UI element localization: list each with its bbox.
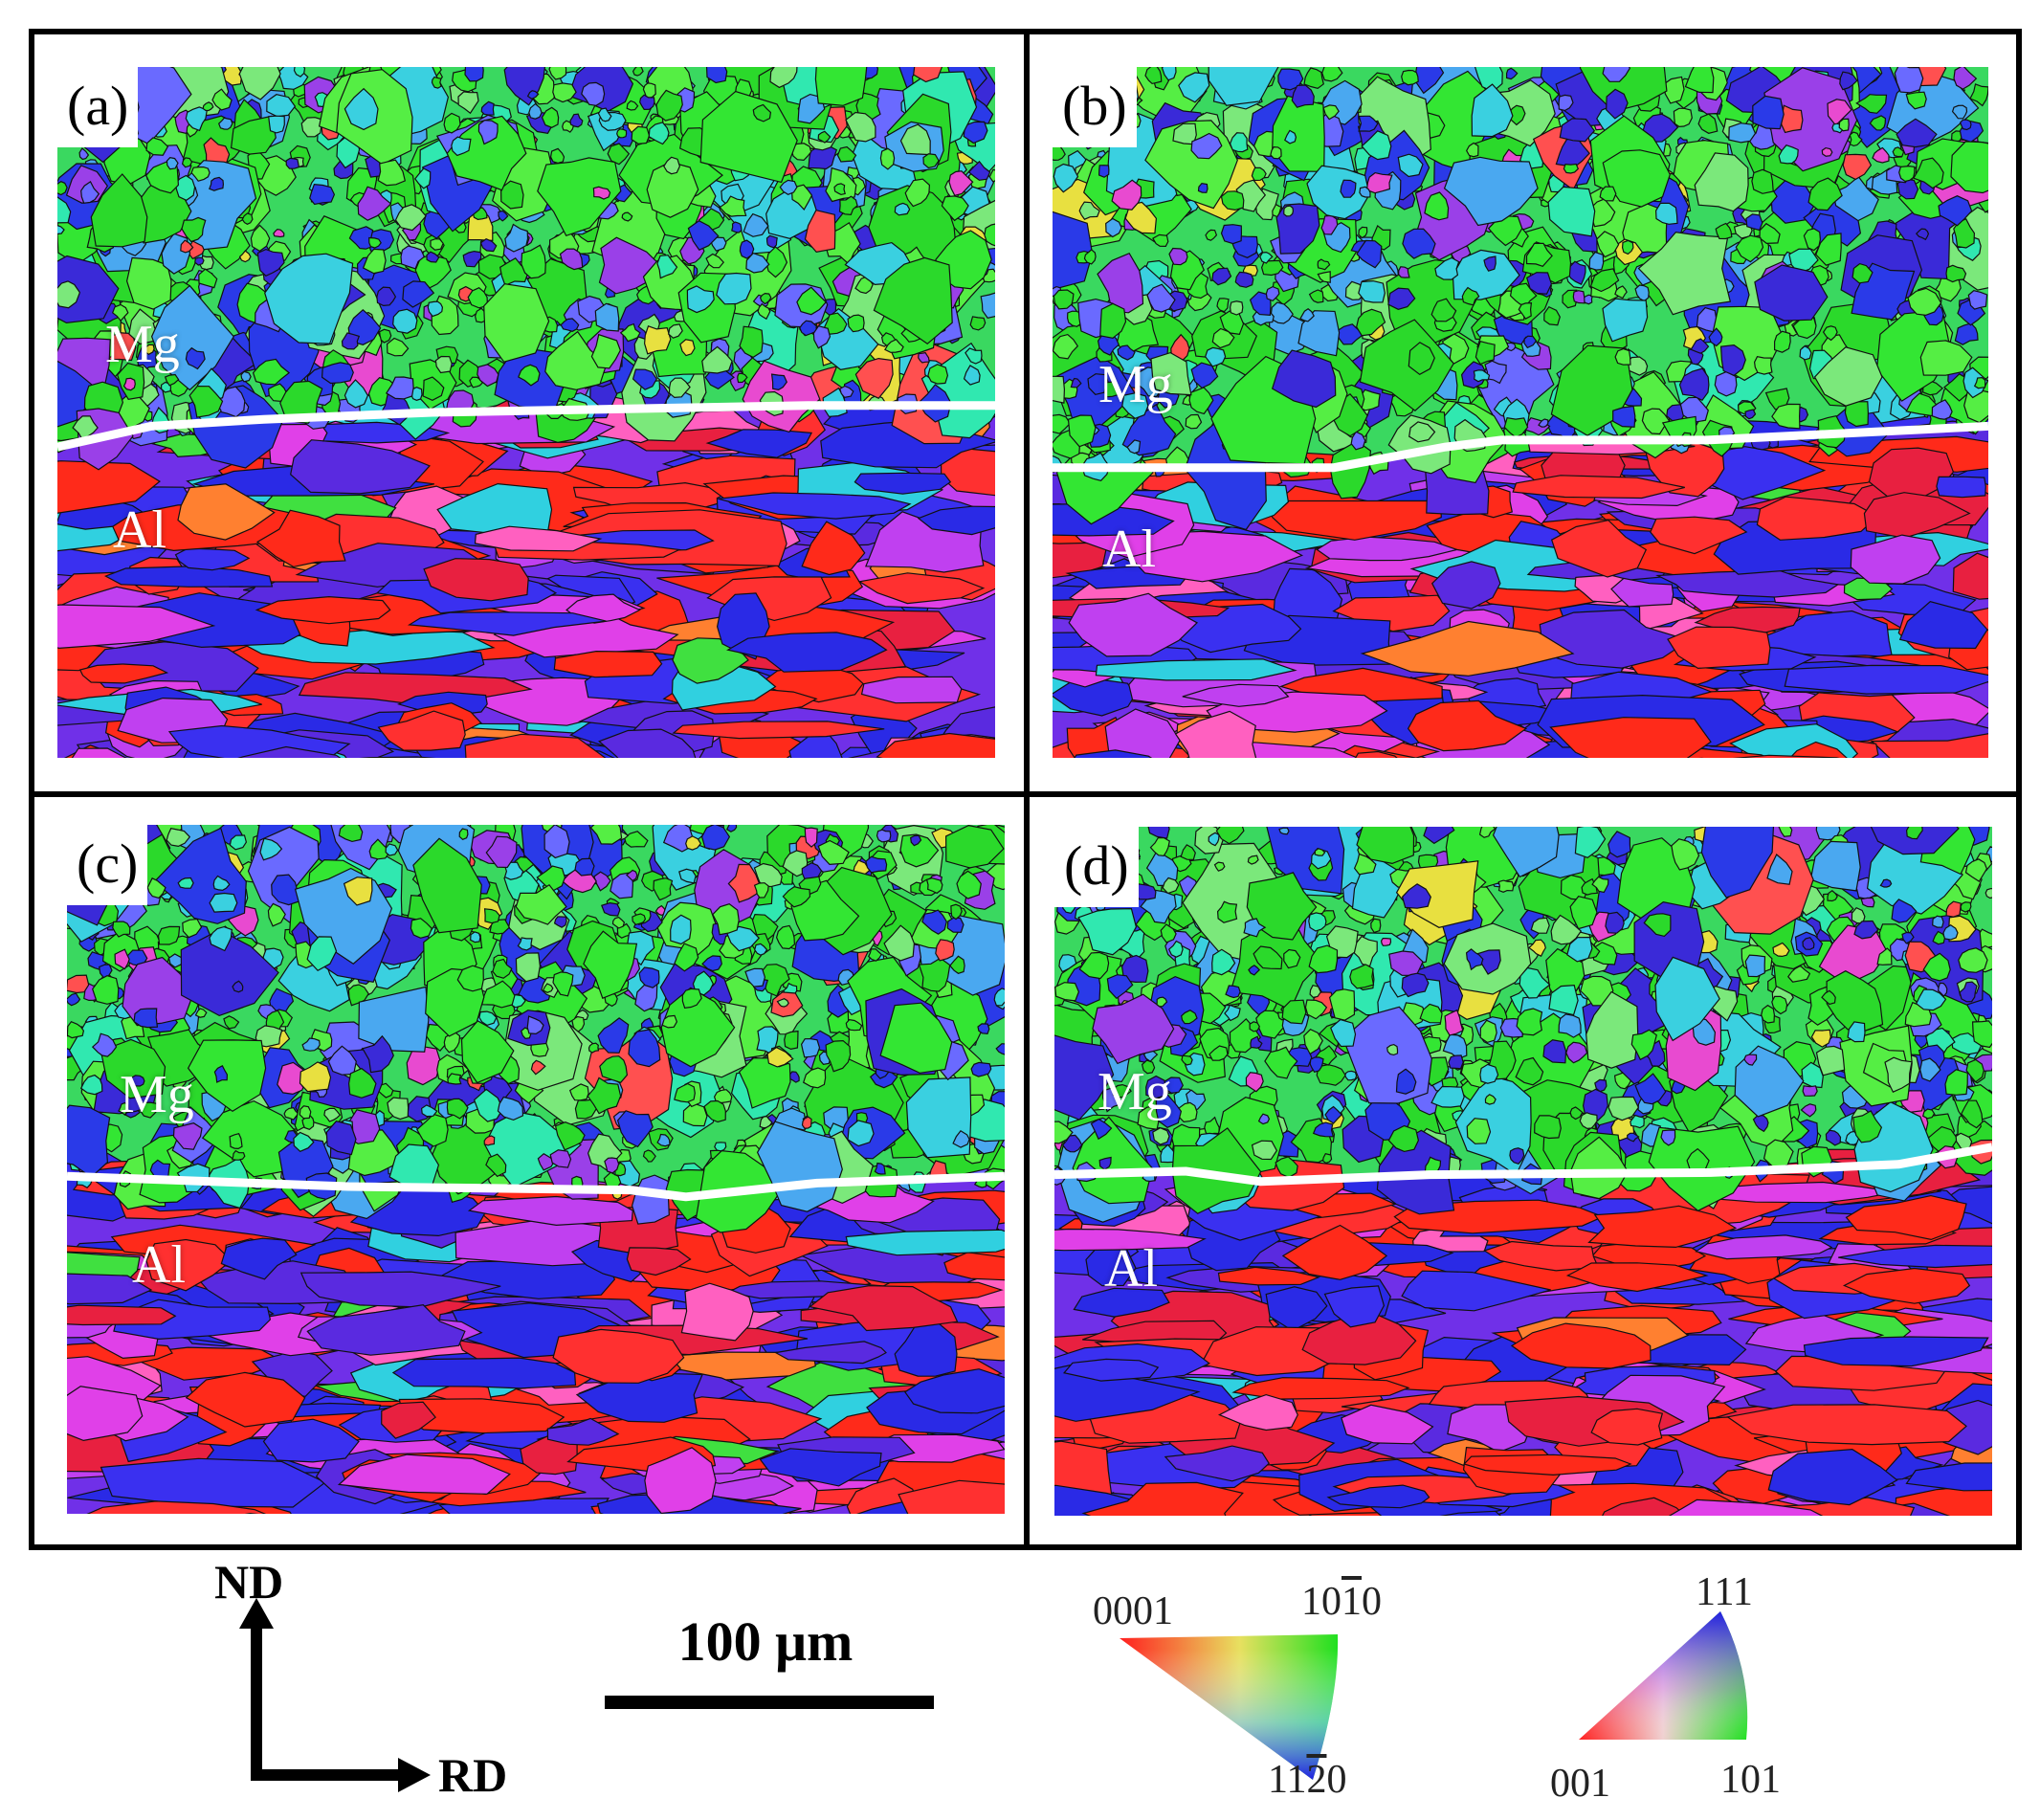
axes-indicator: ND RD: [191, 1555, 536, 1810]
phase-label-al-c: Al: [132, 1235, 186, 1295]
ipf-legend-hcp: 0001 1010 1120: [1093, 1579, 1407, 1809]
nd-label: ND: [214, 1555, 284, 1609]
phase-label-al-d: Al: [1104, 1239, 1158, 1298]
ebsd-map-d: [1054, 827, 1992, 1516]
panel-b: (b) Mg Al: [1053, 67, 1988, 758]
fcc-label-111: 111: [1696, 1570, 1753, 1614]
ebsd-map-b: [1053, 67, 1988, 758]
phase-label-al-b: Al: [1102, 520, 1156, 579]
ebsd-map-a: [57, 67, 995, 758]
axes-arrows: [239, 1598, 431, 1792]
panel-label-c: (c): [67, 825, 148, 905]
hcp-label-10-10: 1010: [1301, 1580, 1382, 1624]
panel-c: (c) Mg Al: [67, 825, 1005, 1514]
panel-d: (d) Mg Al: [1054, 827, 1992, 1516]
phase-label-mg-a: Mg: [105, 315, 180, 374]
phase-label-al-a: Al: [113, 500, 166, 560]
phase-label-mg-b: Mg: [1098, 355, 1173, 414]
horizontal-divider: [29, 791, 2022, 797]
ebsd-map-c: [67, 825, 1005, 1514]
hcp-label-0001: 0001: [1093, 1589, 1173, 1633]
scale-bar-label: 100 μm: [677, 1610, 854, 1673]
scale-bar: [605, 1696, 934, 1709]
fcc-label-001: 001: [1550, 1762, 1610, 1806]
panel-label-b: (b): [1053, 67, 1137, 147]
panel-label-a: (a): [57, 67, 139, 147]
phase-label-mg-c: Mg: [120, 1065, 194, 1124]
rd-label: RD: [438, 1748, 508, 1802]
phase-label-mg-d: Mg: [1098, 1062, 1172, 1121]
hcp-label-11-20: 1120: [1268, 1758, 1347, 1802]
vertical-divider: [1024, 29, 1030, 1550]
ipf-triangle-fcc: [1579, 1611, 1748, 1740]
ipf-legend-fcc: 111 001 101: [1550, 1569, 1799, 1809]
ipf-triangle-hcp: [1120, 1634, 1339, 1780]
panel-label-d: (d): [1054, 827, 1139, 907]
fcc-label-101: 101: [1720, 1758, 1781, 1802]
panel-a: (a) Mg Al: [57, 67, 995, 758]
